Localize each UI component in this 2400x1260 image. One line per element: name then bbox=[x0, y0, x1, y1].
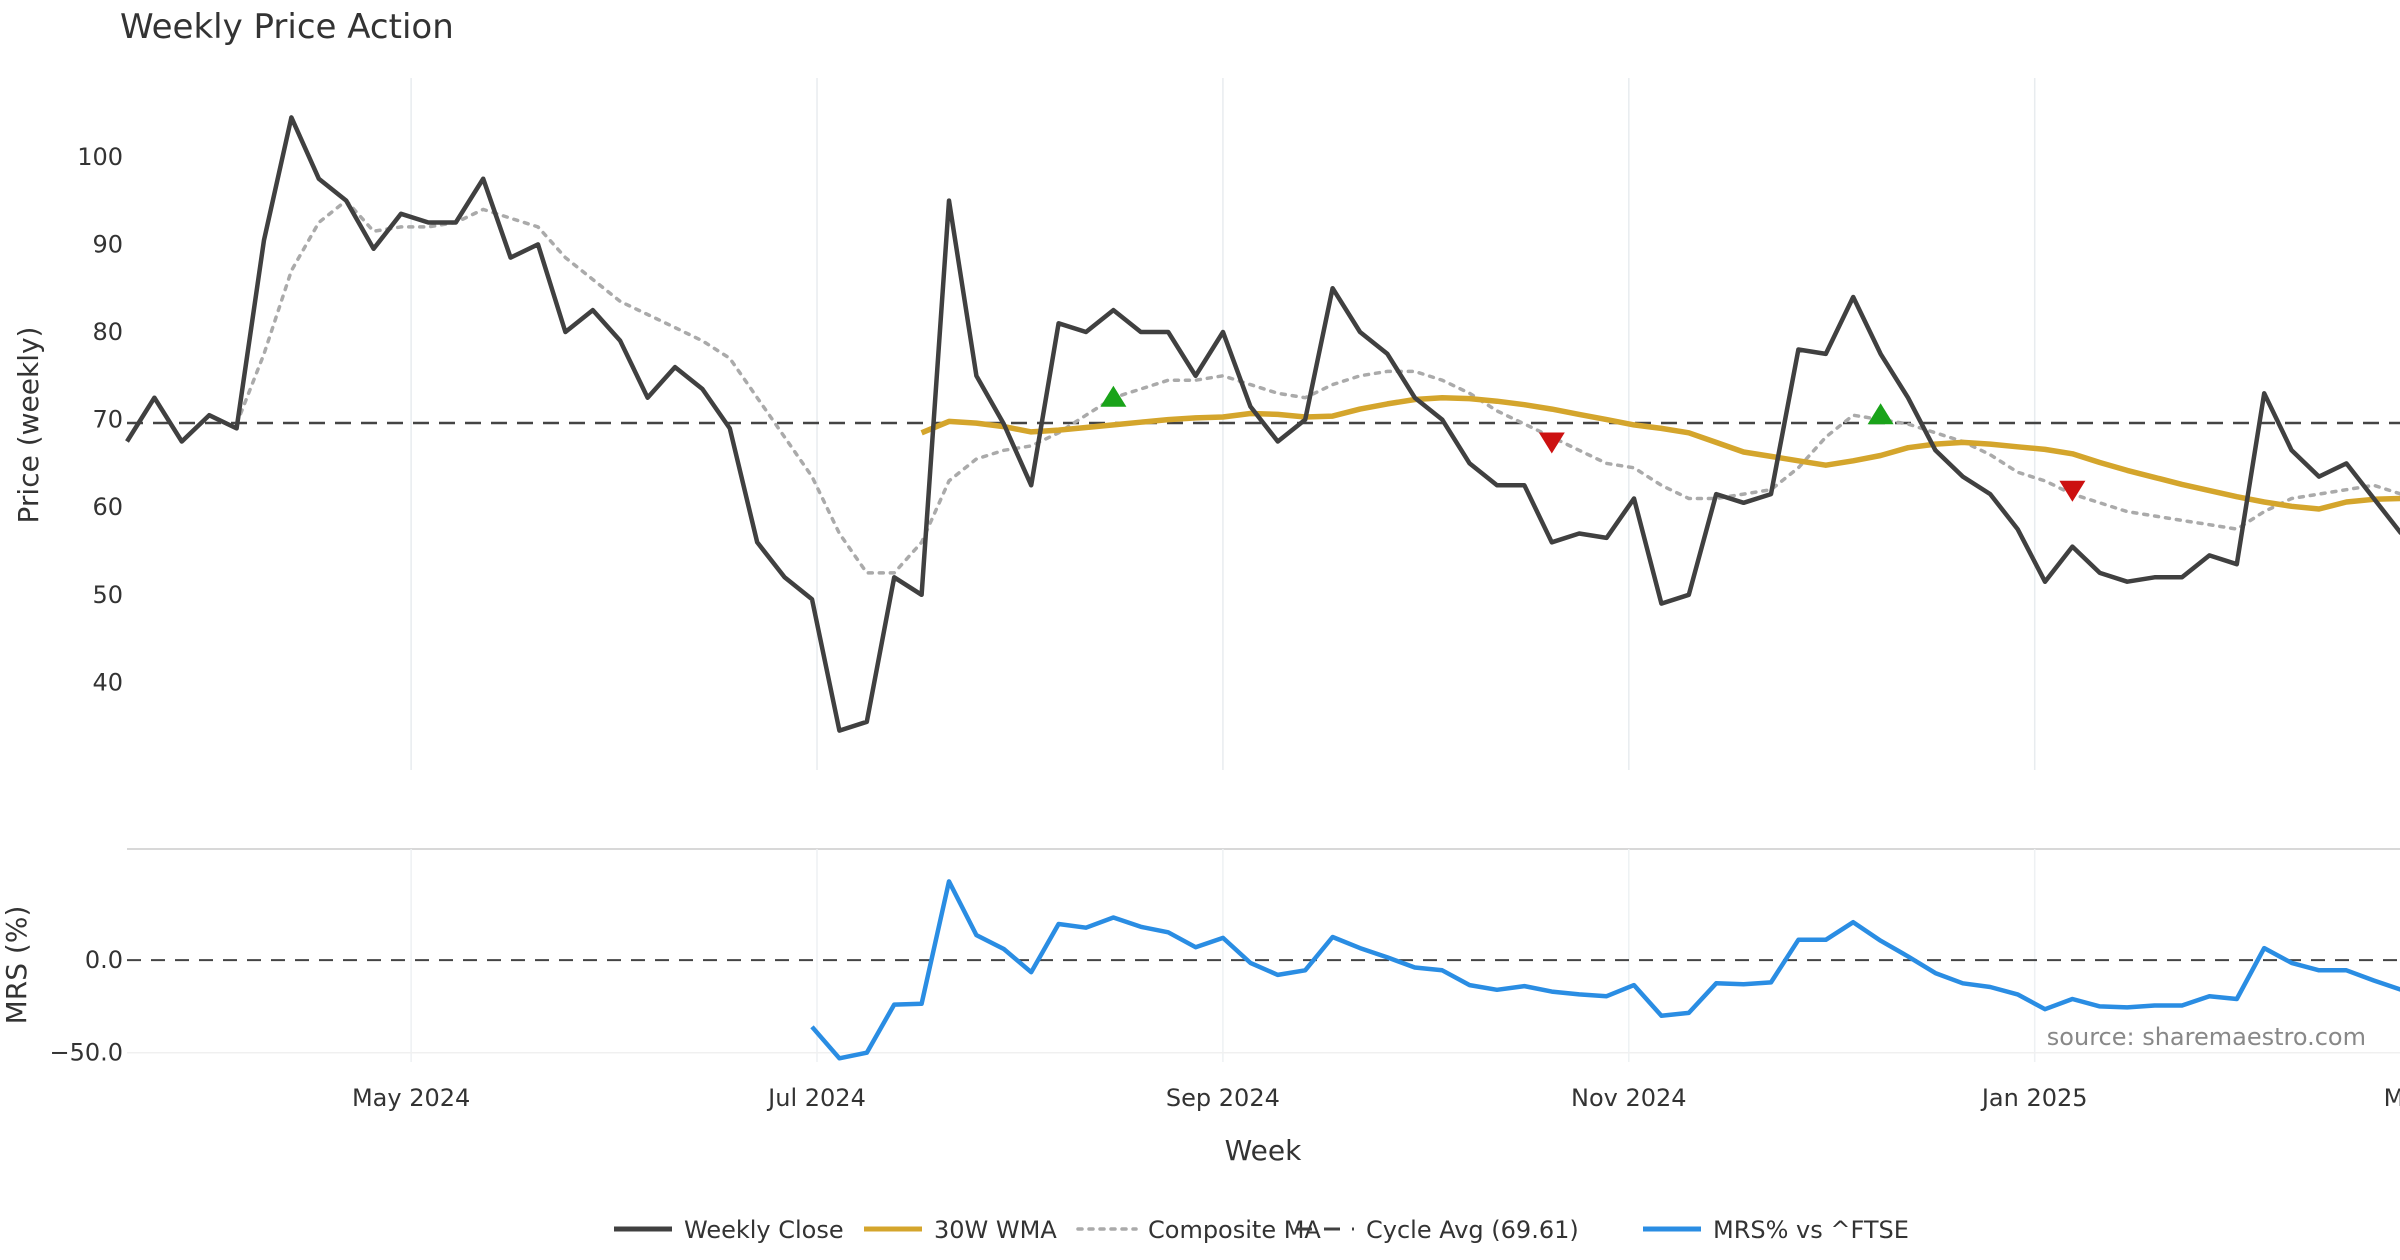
price-y-ticks: 40 50 60 70 80 90 100 bbox=[77, 143, 123, 697]
mrs-y-ticks: 0.0 −50.0 bbox=[49, 946, 123, 1067]
price-y-tick-label: 90 bbox=[92, 230, 123, 258]
price-y-tick-label: 100 bbox=[77, 143, 123, 171]
30w-wma-line bbox=[920, 394, 2400, 512]
mrs-series bbox=[810, 879, 2400, 1061]
mrs-panel-grid bbox=[127, 849, 2400, 1062]
legend-label: Weekly Close bbox=[684, 1216, 844, 1244]
sell-signal-marker bbox=[2059, 480, 2086, 502]
price-y-tick-label: 60 bbox=[92, 493, 123, 521]
legend-label: MRS% vs ^FTSE bbox=[1713, 1216, 1909, 1244]
buy-signal-marker bbox=[1867, 403, 1894, 425]
price-series bbox=[125, 115, 2400, 733]
x-axis-ticks: May 2024 Jul 2024 Sep 2024 Nov 2024 Jan 2025… bbox=[352, 1084, 2400, 1112]
price-y-tick-label: 40 bbox=[92, 668, 123, 696]
price-y-tick-label: 80 bbox=[92, 318, 123, 346]
mrs-line bbox=[810, 879, 2400, 1061]
composite-ma-line bbox=[234, 198, 2400, 575]
source-label: source: sharemaestro.com bbox=[2047, 1023, 2366, 1051]
legend-label: Composite MA bbox=[1148, 1216, 1321, 1244]
legend-label: 30W WMA bbox=[934, 1216, 1057, 1244]
legend-label: Cycle Avg (69.61) bbox=[1366, 1216, 1579, 1244]
mrs-y-axis-label: MRS (%) bbox=[0, 906, 33, 1025]
mrs-y-tick-label: −50.0 bbox=[49, 1039, 123, 1067]
x-tick-label: Sep 2024 bbox=[1166, 1084, 1280, 1112]
trade-signals bbox=[1100, 385, 2086, 502]
weekly-close-line bbox=[125, 115, 2400, 733]
mrs-y-tick-label: 0.0 bbox=[85, 946, 123, 974]
x-tick-label: Mar 2025 bbox=[2384, 1084, 2400, 1112]
sell-signal-marker bbox=[1538, 432, 1565, 454]
price-y-tick-label: 70 bbox=[92, 406, 123, 434]
x-tick-label: Jan 2025 bbox=[1980, 1084, 2088, 1112]
chart-title: Weekly Price Action bbox=[120, 7, 454, 47]
price-y-tick-label: 50 bbox=[92, 581, 123, 609]
price-y-axis-label: Price (weekly) bbox=[12, 327, 45, 524]
x-tick-label: Jul 2024 bbox=[766, 1084, 866, 1112]
x-tick-label: May 2024 bbox=[352, 1084, 470, 1112]
x-axis-label: Week bbox=[1225, 1134, 1302, 1167]
legend: Weekly Close 30W WMA Composite MA Cycle Avg… bbox=[614, 1216, 1909, 1244]
buy-signal-marker bbox=[1100, 385, 1127, 407]
x-tick-label: Nov 2024 bbox=[1571, 1084, 1687, 1112]
